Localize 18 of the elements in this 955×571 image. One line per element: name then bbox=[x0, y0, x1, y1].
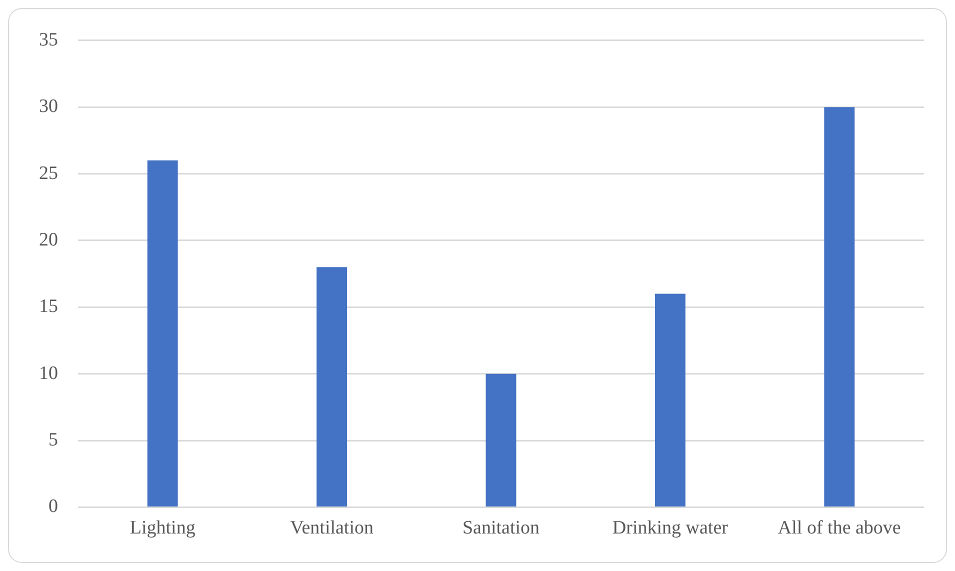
x-tick-label: All of the above bbox=[778, 518, 901, 539]
x-tick-label: Lighting bbox=[130, 518, 196, 539]
y-tick-label: 0 bbox=[48, 496, 58, 518]
x-tick-label: Sanitation bbox=[462, 518, 540, 539]
bar bbox=[147, 160, 178, 506]
bar bbox=[316, 267, 348, 506]
y-tick-label: 15 bbox=[39, 296, 58, 318]
x-tick-label: Ventilation bbox=[290, 518, 374, 539]
y-tick-label: 30 bbox=[39, 96, 58, 118]
y-tick-label: 10 bbox=[39, 362, 58, 384]
y-tick-label: 5 bbox=[48, 430, 58, 450]
bar bbox=[654, 294, 686, 506]
y-tick-label: 20 bbox=[39, 229, 58, 250]
bar bbox=[824, 107, 855, 506]
y-tick-label: 25 bbox=[39, 162, 58, 184]
y-tick-label: 35 bbox=[39, 29, 58, 50]
x-tick-label: Drinking water bbox=[612, 518, 729, 539]
bar bbox=[486, 374, 516, 506]
